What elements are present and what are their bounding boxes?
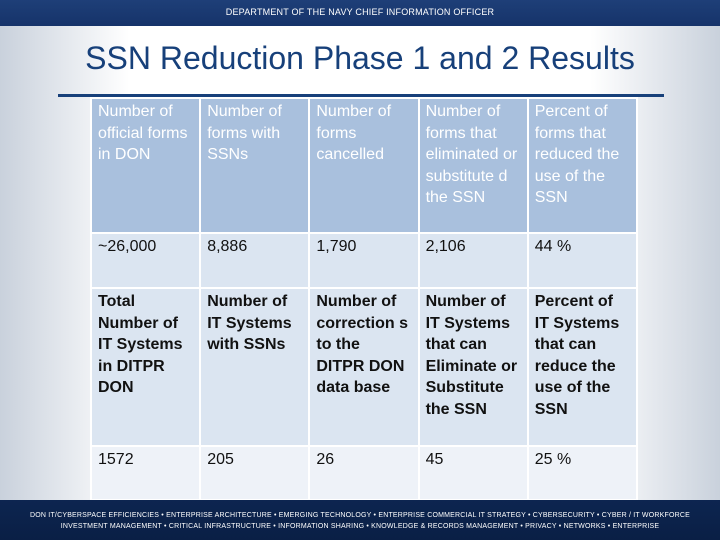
results-table: Number of official forms in DON Number o… (89, 97, 639, 501)
data-cell: 45 (417, 445, 529, 501)
header-cell: Number of forms that eliminated or subst… (417, 97, 529, 234)
top-banner: DEPARTMENT OF THE NAVY CHIEF INFORMATION… (0, 0, 720, 26)
forms-data-row: ~26,000 8,886 1,790 2,106 44 % (89, 232, 639, 289)
footer-topics-line-1: DON IT/CYBERSPACE EFFICIENCIES • ENTERPR… (30, 512, 690, 519)
title-underline (58, 94, 664, 97)
header-cell: Number of correction s to the DITPR DON … (308, 287, 420, 447)
data-cell: 2,106 (417, 232, 529, 289)
data-cell: 1572 (89, 445, 202, 501)
footer-topics-line-2: INVESTMENT MANAGEMENT • CRITICAL INFRAST… (60, 523, 660, 530)
data-cell: 26 (308, 445, 420, 501)
header-cell: Number of forms with SSNs (199, 97, 311, 234)
data-cell: 25 % (526, 445, 639, 501)
forms-header-row: Number of official forms in DON Number o… (89, 97, 639, 234)
data-cell: 205 (199, 445, 311, 501)
header-cell: Total Number of IT Systems in DITPR DON (89, 287, 202, 447)
data-cell: 1,790 (308, 232, 420, 289)
slide-title: SSN Reduction Phase 1 and 2 Results (85, 40, 635, 76)
header-cell: Percent of forms that reduced the use of… (526, 97, 639, 234)
data-cell: 44 % (526, 232, 639, 289)
header-cell: Number of official forms in DON (89, 97, 202, 234)
header-cell: Percent of IT Systems that can reduce th… (526, 287, 639, 447)
header-cell: Number of IT Systems with SSNs (199, 287, 311, 447)
bottom-banner (0, 500, 720, 540)
data-cell: 8,886 (199, 232, 311, 289)
it-systems-data-row: 1572 205 26 45 25 % (89, 445, 639, 501)
header-cell: Number of IT Systems that can Eliminate … (417, 287, 529, 447)
header-cell: Number of forms cancelled (308, 97, 420, 234)
it-systems-header-row: Total Number of IT Systems in DITPR DON … (89, 287, 639, 447)
data-cell: ~26,000 (89, 232, 202, 289)
organization-header: DEPARTMENT OF THE NAVY CHIEF INFORMATION… (225, 7, 495, 17)
